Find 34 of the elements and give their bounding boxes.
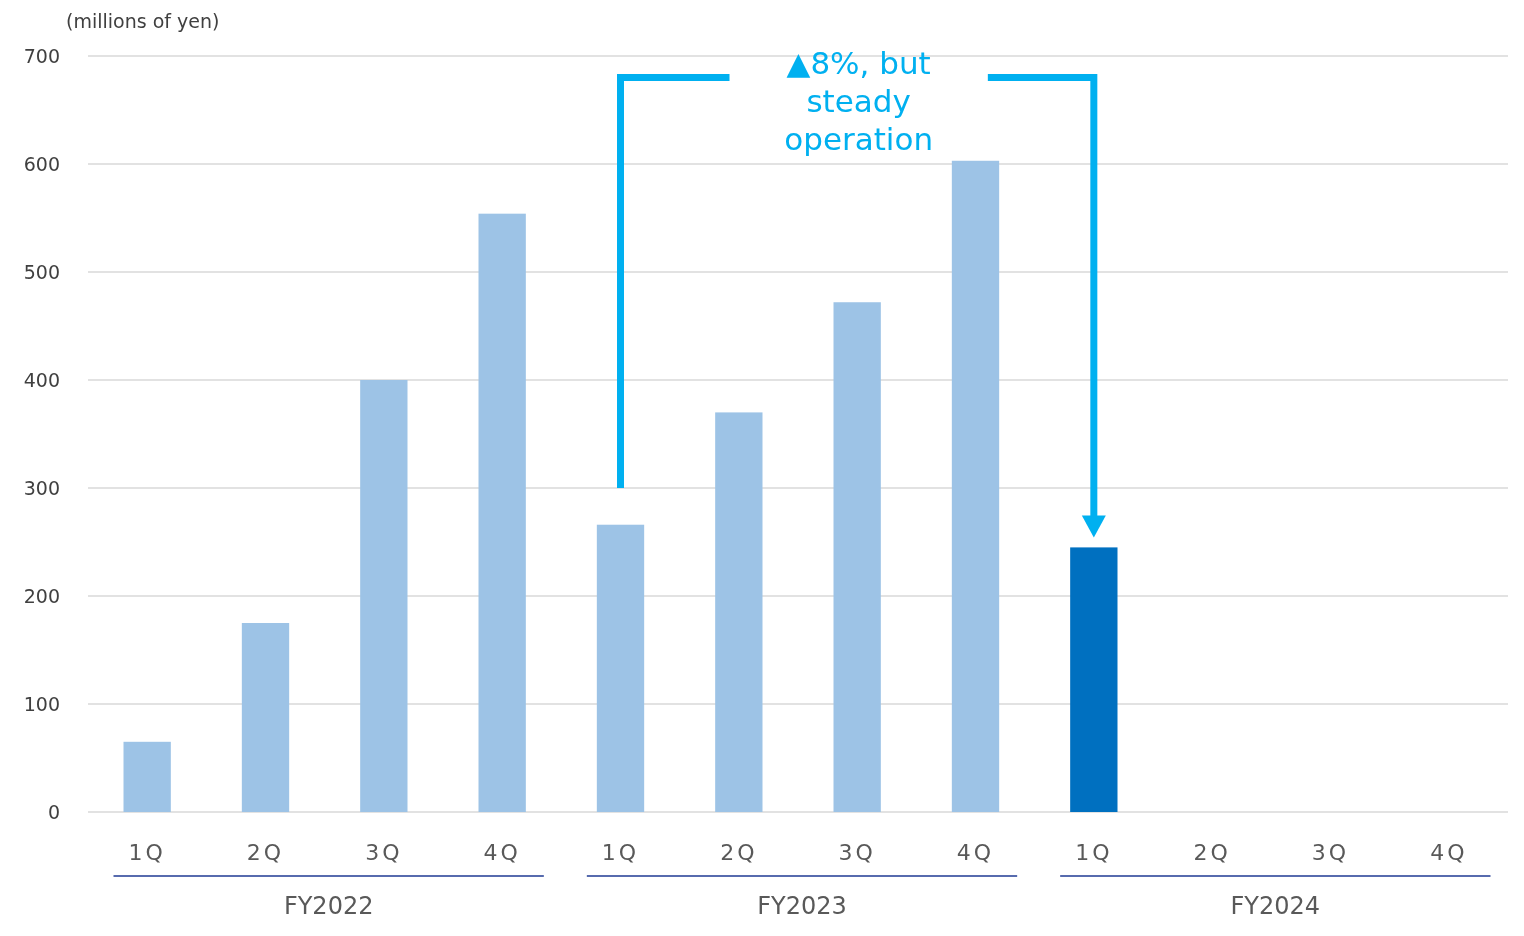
bar bbox=[833, 302, 881, 812]
bar bbox=[123, 741, 171, 812]
y-tick-label: 600 bbox=[23, 152, 60, 175]
x-tick-label: 2Q bbox=[246, 840, 285, 865]
x-tick-label: 2Q bbox=[720, 840, 758, 865]
bar bbox=[478, 213, 526, 812]
text: FY2024 bbox=[1230, 892, 1321, 920]
text: FY2023 bbox=[757, 892, 847, 920]
annotation: ▲8%, but steady operation bbox=[784, 45, 934, 157]
x-tick-label: 3Q bbox=[1311, 840, 1350, 865]
x-tick-label: 1Q bbox=[601, 840, 640, 865]
y-tick-label: 200 bbox=[23, 584, 60, 607]
x-tick-label: 4Q bbox=[483, 840, 521, 865]
x-tick-label: 4Q bbox=[1430, 840, 1468, 865]
x-tick-label: 1Q bbox=[128, 840, 166, 865]
y-tick-label: 100 bbox=[23, 692, 60, 715]
y-tick-label: 400 bbox=[23, 368, 60, 391]
x-tick-label: 2Q bbox=[1193, 840, 1231, 865]
bar bbox=[715, 412, 763, 812]
bar bbox=[596, 524, 645, 812]
x-tick-label: 1Q bbox=[1075, 840, 1113, 865]
x-tick-label: 3Q bbox=[838, 840, 876, 865]
y-axis-title: (millions of yen) bbox=[66, 10, 220, 32]
y-tick-label: 700 bbox=[23, 44, 60, 67]
y-tick-label: 300 bbox=[23, 476, 60, 499]
bar bbox=[360, 380, 408, 812]
bar bbox=[951, 160, 1000, 812]
y-tick-label: 0 bbox=[47, 800, 60, 823]
bar bbox=[241, 623, 290, 812]
x-tick-label: 3Q bbox=[365, 840, 403, 865]
y-tick-label: 500 bbox=[23, 260, 60, 283]
bar bbox=[1070, 547, 1118, 812]
x-tick-label: 4Q bbox=[956, 840, 995, 865]
text: FY2022 bbox=[283, 892, 374, 920]
